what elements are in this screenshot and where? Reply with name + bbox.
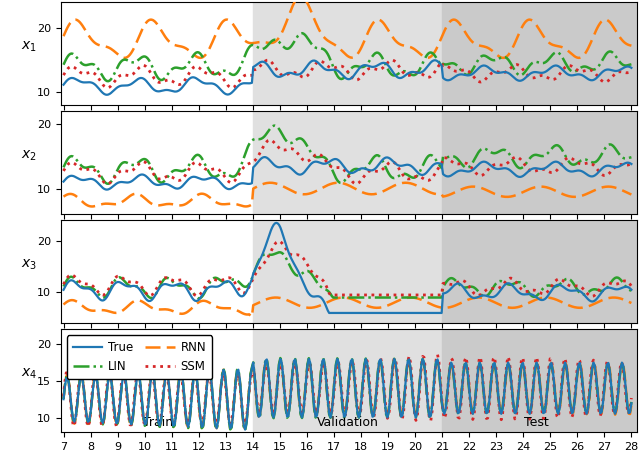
Bar [63,2,253,105]
Bar [442,111,637,214]
Y-axis label: $x_1$: $x_1$ [21,39,37,54]
Legend: True, LIN, RNN, SSM: True, LIN, RNN, SSM [67,335,212,379]
Bar [253,2,442,105]
Text: Validation: Validation [317,416,378,428]
Text: Train: Train [143,416,173,428]
Bar [253,111,442,214]
Y-axis label: $x_3$: $x_3$ [21,257,37,272]
Y-axis label: $x_4$: $x_4$ [21,366,37,381]
Y-axis label: $x_2$: $x_2$ [21,148,37,163]
Bar [253,329,442,432]
Bar [253,220,442,323]
Bar [63,220,253,323]
Bar [442,329,637,432]
Bar [63,329,253,432]
Bar [63,111,253,214]
Bar [442,220,637,323]
Bar [442,2,637,105]
Text: Test: Test [524,416,549,428]
